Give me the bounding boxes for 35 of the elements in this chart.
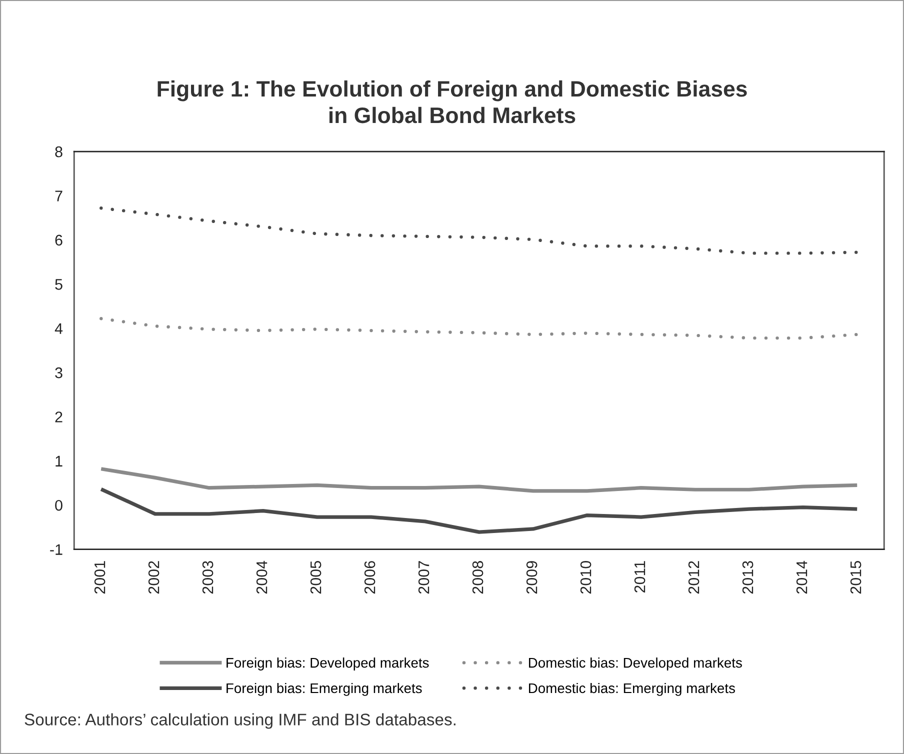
- y-tick-label: 6: [55, 234, 62, 246]
- x-tick-label: 2014: [796, 560, 808, 594]
- y-tick-label: 4: [54, 323, 63, 334]
- line-series: [99, 487, 859, 534]
- line-series: [100, 206, 859, 255]
- x-tick-label: 2006: [364, 561, 376, 594]
- y-tick-label: 5: [55, 279, 62, 290]
- chart-title: Figure 1: The Evolution of Foreign and Domestic Biases in Global Bond Markets: [158, 80, 747, 124]
- x-tick-label: 2015: [850, 561, 862, 594]
- x-tick-label: 2010: [580, 560, 592, 594]
- legend-label: Foreign bias: Emerging markets: [226, 682, 422, 696]
- x-tick-label: 2008: [472, 561, 484, 594]
- y-tick-label: 3: [55, 367, 62, 378]
- source-note: Source: Authors’ calculation using IMF and BIS databases.: [24, 713, 456, 729]
- x-tick-label: 2012: [688, 561, 700, 594]
- x-tick-label: 2004: [256, 560, 268, 594]
- x-tick-label: 2013: [742, 561, 754, 594]
- y-tick-label: 1: [56, 456, 62, 466]
- x-tick-label: 2001: [94, 561, 106, 594]
- legend-label: Domestic bias: Developed markets: [528, 658, 742, 670]
- legend-label: Domestic bias: Emerging markets: [528, 682, 735, 696]
- x-tick-label: 2002: [148, 561, 160, 594]
- x-tick-label: 2003: [202, 561, 214, 594]
- x-tick-label: 2009: [526, 561, 538, 594]
- line-series: [99, 467, 859, 493]
- x-tick-label: 2011: [634, 561, 646, 592]
- legend-label: Foreign bias: Developed markets: [226, 658, 429, 670]
- x-tick-label: 2007: [418, 561, 430, 594]
- y-tick-label: -1: [50, 544, 62, 555]
- y-tick-label: 2: [55, 412, 62, 422]
- y-tick-label: 8: [55, 146, 62, 158]
- x-tick-label: 2005: [310, 561, 322, 594]
- y-tick-label: 0: [55, 500, 62, 511]
- y-tick-label: 7: [55, 190, 62, 202]
- line-series: [100, 317, 859, 340]
